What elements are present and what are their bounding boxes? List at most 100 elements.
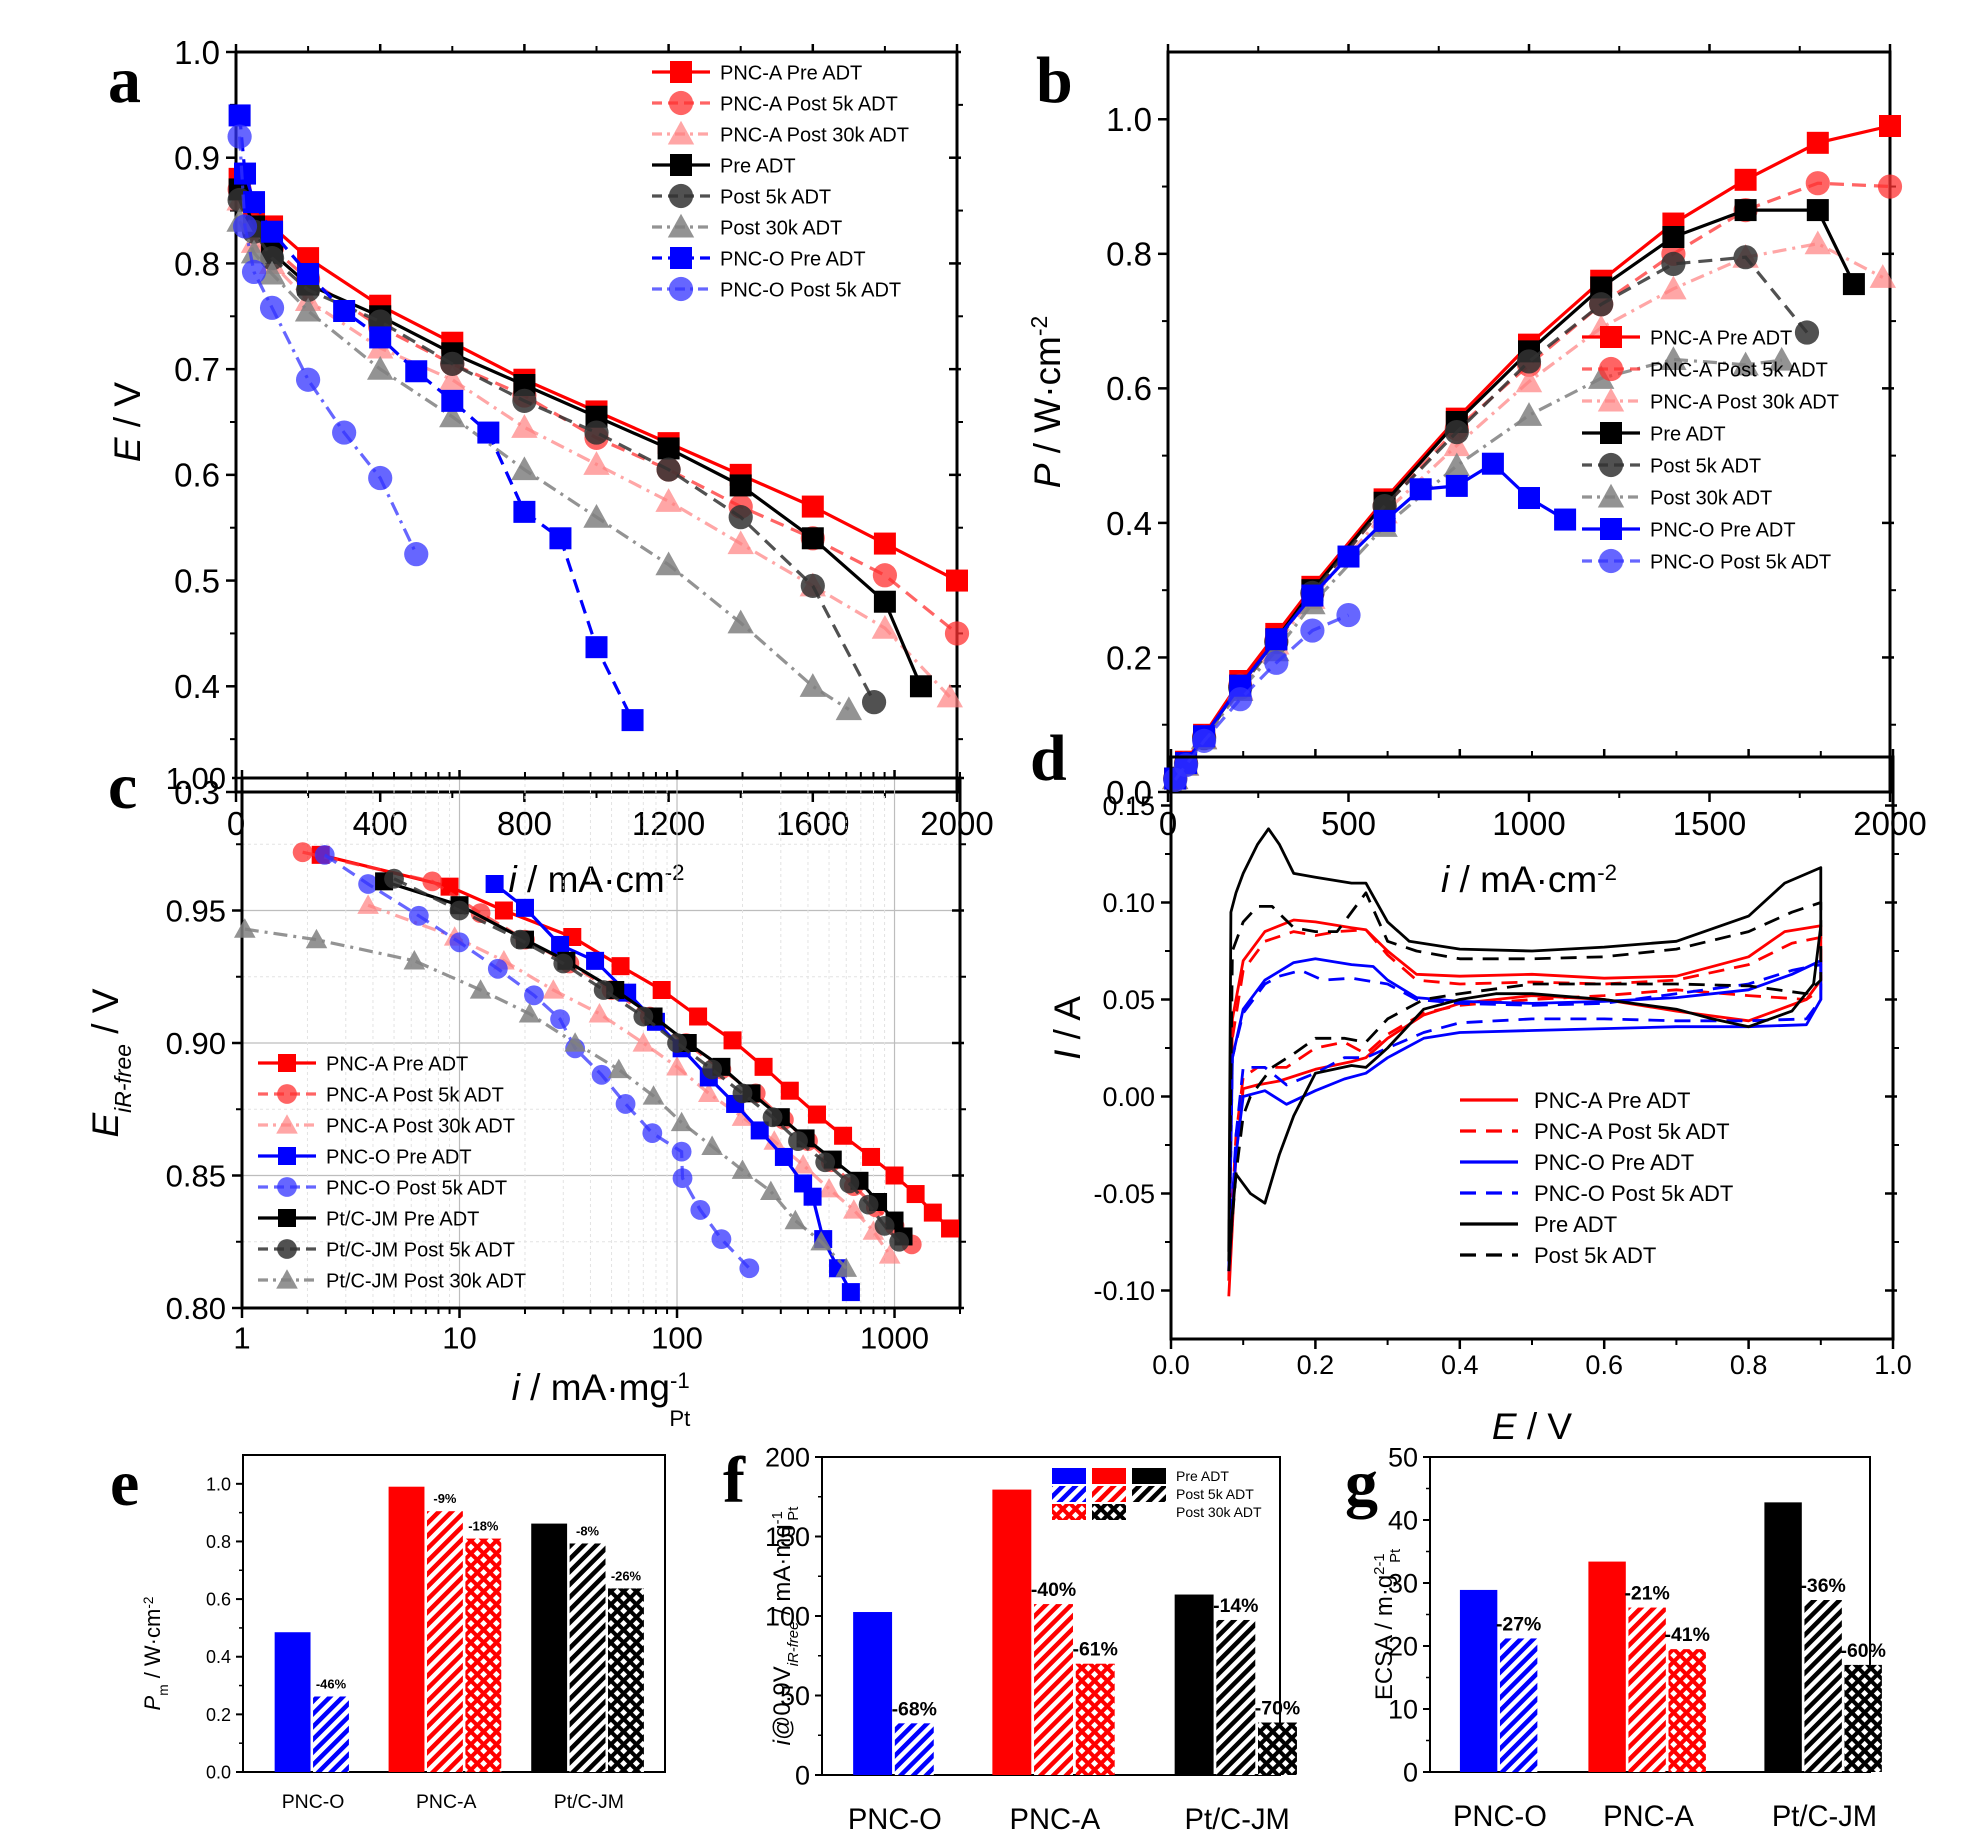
series-pnc-a-pre-adt	[1164, 115, 1901, 790]
triangle-marker	[763, 1130, 786, 1150]
circle-marker	[667, 1033, 687, 1053]
circle-marker	[524, 985, 544, 1006]
change-label: -14%	[1213, 1595, 1258, 1617]
square-marker	[723, 1031, 742, 1050]
panel-letter: a	[108, 44, 141, 117]
triangle-marker	[1443, 452, 1470, 477]
x-category-label: Pt/C-JM	[554, 1791, 624, 1813]
y-tick-label: 0.0	[206, 1762, 231, 1782]
square-marker	[477, 421, 500, 444]
square-marker	[803, 1187, 822, 1206]
legend-item: PNC-O Post 5k ADT	[258, 1177, 507, 1199]
square-marker	[228, 104, 251, 127]
x-tick-label: 400	[353, 805, 408, 842]
x-tick-label: 10	[442, 1320, 476, 1355]
y-tick-label: 40	[1388, 1506, 1418, 1536]
legend-item: PNC-A Post 5k ADT	[1582, 356, 1828, 381]
bar	[569, 1543, 606, 1772]
circle-marker	[739, 1258, 760, 1279]
legend-label: PNC-A Post 30k ADT	[720, 124, 909, 146]
circle-marker	[408, 905, 429, 926]
circle-marker	[404, 542, 429, 567]
square-marker	[774, 1147, 793, 1166]
panel-e-peak-power-bars: 0.0 0.2 0.4 0.6 0.8 1.0 -46% PNC-O -9% -18% PNC-A -…	[110, 1447, 666, 1813]
series-pnc-a-pre-adt	[228, 167, 968, 592]
legend-item: PNC-A Post 30k ADT	[652, 120, 909, 146]
square-marker	[1806, 199, 1829, 222]
x-category-label: PNC-O	[1453, 1801, 1547, 1833]
x-tick-label: 2000	[1853, 805, 1926, 842]
change-label: -40%	[1031, 1579, 1076, 1601]
triangle-marker	[583, 503, 610, 528]
legend-swatch	[1132, 1486, 1166, 1502]
legend-label: Pre ADT	[1650, 423, 1726, 445]
triangle-marker	[357, 894, 379, 914]
square-marker	[1445, 474, 1468, 497]
triangle-marker	[469, 979, 492, 999]
series-line	[238, 199, 876, 703]
cv-curve-pnc-o-post-5k-adt	[1227, 963, 1823, 1272]
y-axis-title: i@0.9ViR-free / mA·mg-1Pt	[769, 1506, 802, 1746]
triangle-marker	[1804, 230, 1831, 255]
y-tick-label: 10	[1388, 1695, 1418, 1725]
square-marker	[1265, 628, 1288, 651]
triangle-marker	[542, 979, 565, 999]
legend-item: PNC-A Pre ADT	[652, 61, 862, 84]
triangle-marker	[367, 355, 394, 380]
y-tick-label: 200	[765, 1443, 810, 1473]
bar-group-pt-c-jm: -36% -60%	[1764, 1502, 1886, 1772]
circle-marker	[241, 259, 267, 284]
legend-label: PNC-A Pre ADT	[1650, 327, 1792, 349]
series-line	[238, 115, 634, 721]
triangle-marker	[1732, 351, 1759, 376]
change-label: -27%	[1496, 1613, 1541, 1635]
circle-marker	[762, 1107, 783, 1128]
bar	[1499, 1638, 1538, 1772]
panel-b-power-density-curve: 0.0 0.2 0.4 0.6 0.8 1.0 0 500 1000 1500 2000 b i / m…	[1026, 44, 1927, 900]
square-marker	[441, 389, 464, 412]
legend-item: PNC-A Post 30k ADT	[1582, 387, 1839, 413]
triangle-marker	[810, 1230, 832, 1251]
triangle-marker	[667, 213, 695, 238]
legend-label: PNC-A Pre ADT	[326, 1053, 468, 1075]
square-marker	[333, 300, 356, 322]
square-marker	[1373, 509, 1396, 532]
square-marker	[689, 1007, 708, 1026]
legend-label: PNC-O Pre ADT	[720, 248, 866, 270]
circle-marker	[384, 868, 404, 889]
triangle-marker	[731, 1106, 754, 1126]
change-label: -68%	[892, 1698, 937, 1720]
square-marker	[873, 532, 896, 555]
legend-item: Pt/C-JM Post 30k ADT	[258, 1269, 526, 1292]
triangle-marker	[1660, 346, 1687, 370]
series-layer	[233, 842, 960, 1302]
circle-marker	[668, 183, 694, 209]
triangle-marker	[1443, 432, 1470, 457]
circle-marker	[1264, 650, 1289, 675]
bar	[608, 1588, 644, 1772]
legend-label: PNC-O Pre ADT	[326, 1146, 472, 1168]
legend-label: Pt/C-JM Post 30k ADT	[326, 1270, 526, 1292]
y-tick-label: 0.8	[1106, 236, 1152, 273]
legend-label: Pre ADT	[1176, 1468, 1229, 1484]
triangle-marker	[655, 488, 682, 512]
square-marker	[862, 1147, 881, 1166]
square-marker	[440, 877, 459, 896]
square-marker	[807, 1105, 826, 1124]
series-line	[493, 882, 853, 1293]
y-tick-label: 0.8	[206, 1532, 231, 1552]
change-label: -36%	[1800, 1575, 1845, 1597]
panel-letter: e	[110, 1447, 139, 1520]
legend: Pre ADT Post 5k ADT Post 30k ADT	[1052, 1468, 1262, 1520]
series-line	[383, 879, 905, 1238]
circle-marker	[1805, 171, 1830, 196]
legend: PNC-A Pre ADT PNC-A Post 5k ADT PNC-A Post…	[652, 61, 909, 301]
square-marker	[1554, 508, 1577, 531]
y-tick-label: 0.7	[174, 351, 220, 388]
panel-letter: d	[1030, 722, 1067, 795]
legend-item: Pre ADT	[1460, 1212, 1617, 1237]
circle-marker	[259, 295, 285, 320]
legend: PNC-A Pre ADT PNC-A Post 5k ADT PNC-A Post…	[258, 1053, 526, 1292]
triangle-marker	[1588, 365, 1615, 389]
bar-group-pnc-o: -46%	[274, 1632, 349, 1772]
